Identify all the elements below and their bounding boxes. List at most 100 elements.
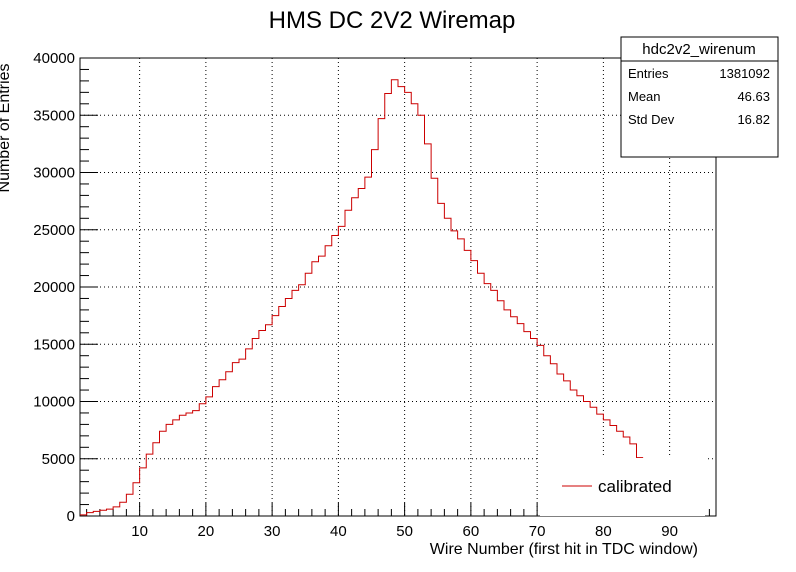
x-tick-label-40: 40 bbox=[330, 523, 347, 540]
histogram-bin bbox=[206, 397, 213, 516]
histogram-bin bbox=[120, 502, 127, 516]
x-tick-label-70: 70 bbox=[529, 523, 546, 540]
histogram-bin bbox=[425, 144, 432, 516]
histogram-bin bbox=[524, 332, 531, 516]
y-tick-label-15000: 15000 bbox=[33, 336, 75, 353]
histogram-bin bbox=[259, 331, 266, 516]
histogram-bin bbox=[107, 509, 114, 516]
legend: calibrated bbox=[540, 458, 705, 516]
histogram-bin bbox=[179, 415, 186, 516]
histogram-bin bbox=[378, 119, 385, 516]
histogram-bin bbox=[338, 226, 345, 516]
histogram-bin bbox=[531, 339, 538, 516]
y-axis-label: Number of Entries bbox=[0, 64, 13, 193]
y-tick-label-40000: 40000 bbox=[33, 50, 75, 67]
histogram-bin bbox=[418, 115, 425, 516]
histogram-bin bbox=[252, 339, 259, 516]
histogram-bin bbox=[497, 301, 504, 516]
histogram-bin bbox=[398, 87, 405, 516]
histogram-bin bbox=[126, 494, 133, 516]
histogram-bin bbox=[133, 483, 140, 516]
histogram-bin bbox=[93, 511, 100, 516]
stats-stddev-value: 16.82 bbox=[737, 112, 770, 127]
y-tick-label-30000: 30000 bbox=[33, 165, 75, 182]
histogram-series-calibrated bbox=[80, 79, 644, 516]
stats-mean-value: 46.63 bbox=[737, 89, 770, 104]
stats-box-title: hdc2v2_wirenum bbox=[642, 41, 755, 58]
histogram-bin bbox=[232, 363, 239, 516]
histogram-bin bbox=[100, 510, 107, 516]
histogram-bin bbox=[517, 324, 524, 516]
histogram-bin bbox=[444, 218, 451, 516]
histogram-bin bbox=[199, 404, 206, 516]
axis-tick-labels: 10 20 30 40 50 60 70 80 90 0 5000 10000 15000 20000 25… bbox=[33, 50, 678, 540]
histogram-bins bbox=[80, 80, 643, 516]
x-tick-label-60: 60 bbox=[463, 523, 480, 540]
histogram-bin bbox=[451, 231, 458, 516]
histogram-bin bbox=[332, 235, 339, 516]
histogram-bin bbox=[87, 513, 94, 516]
y-tick-label-35000: 35000 bbox=[33, 107, 75, 124]
y-tick-label-20000: 20000 bbox=[33, 279, 75, 296]
histogram-bin bbox=[113, 507, 120, 516]
x-tick-label-80: 80 bbox=[595, 523, 612, 540]
x-tick-label-90: 90 bbox=[661, 523, 678, 540]
histogram-bin bbox=[279, 306, 286, 516]
legend-entry-calibrated: calibrated bbox=[598, 477, 672, 496]
histogram-bin bbox=[140, 468, 147, 516]
histogram-bin bbox=[153, 443, 160, 516]
stats-box-frame bbox=[620, 36, 779, 158]
histogram-bin bbox=[239, 359, 246, 516]
histogram-bin bbox=[292, 290, 299, 516]
histogram-bin bbox=[285, 298, 292, 516]
histogram-bin bbox=[385, 93, 392, 516]
stats-box: hdc2v2_wirenum Entries 1381092 Mean 46.6… bbox=[620, 36, 779, 158]
histogram-bin bbox=[405, 92, 412, 516]
histogram-bin bbox=[146, 454, 153, 516]
histogram-bin bbox=[305, 273, 312, 516]
x-tick-label-30: 30 bbox=[264, 523, 281, 540]
histogram-bin bbox=[511, 317, 518, 516]
y-tick-label-10000: 10000 bbox=[33, 394, 75, 411]
stats-mean-label: Mean bbox=[628, 89, 661, 104]
histogram-bin bbox=[478, 273, 485, 516]
histogram-bin bbox=[352, 198, 359, 516]
histogram-bin bbox=[312, 262, 319, 516]
histogram-bin bbox=[471, 261, 478, 516]
x-tick-label-10: 10 bbox=[131, 523, 148, 540]
x-tick-label-20: 20 bbox=[198, 523, 215, 540]
histogram-bin bbox=[213, 387, 220, 516]
stats-stddev-label: Std Dev bbox=[628, 112, 675, 127]
stats-entries-label: Entries bbox=[628, 66, 669, 81]
histogram-bin bbox=[173, 420, 180, 516]
histogram-bin bbox=[246, 349, 253, 516]
histogram-bin bbox=[431, 178, 438, 516]
histogram-bin bbox=[226, 372, 233, 516]
histogram-bin bbox=[193, 411, 200, 516]
histogram-bin bbox=[438, 203, 445, 516]
histogram-bin bbox=[464, 250, 471, 516]
y-tick-label-5000: 5000 bbox=[42, 451, 75, 468]
histogram-bin bbox=[272, 316, 279, 516]
histogram-bin bbox=[484, 284, 491, 516]
histogram-bin bbox=[80, 515, 87, 516]
histogram-bin bbox=[319, 256, 326, 516]
histogram-bin bbox=[160, 431, 167, 516]
histogram-bin bbox=[299, 285, 306, 516]
y-tick-label-0: 0 bbox=[67, 508, 75, 525]
histogram-bin bbox=[358, 189, 365, 516]
histogram-bin bbox=[391, 80, 398, 516]
histogram-bin bbox=[345, 210, 352, 516]
histogram-bin bbox=[365, 177, 372, 516]
histogram-bin bbox=[325, 246, 332, 516]
histogram-bin bbox=[186, 413, 193, 516]
histogram-bin bbox=[372, 150, 379, 516]
chart-title: HMS DC 2V2 Wiremap bbox=[269, 7, 516, 34]
histogram-bin bbox=[458, 239, 465, 516]
histogram-bin bbox=[266, 325, 273, 516]
axis-ticks bbox=[80, 57, 710, 517]
x-axis-label: Wire Number (first hit in TDC window) bbox=[430, 541, 698, 558]
histogram-bin bbox=[504, 310, 511, 516]
histogram-bin bbox=[219, 380, 226, 516]
